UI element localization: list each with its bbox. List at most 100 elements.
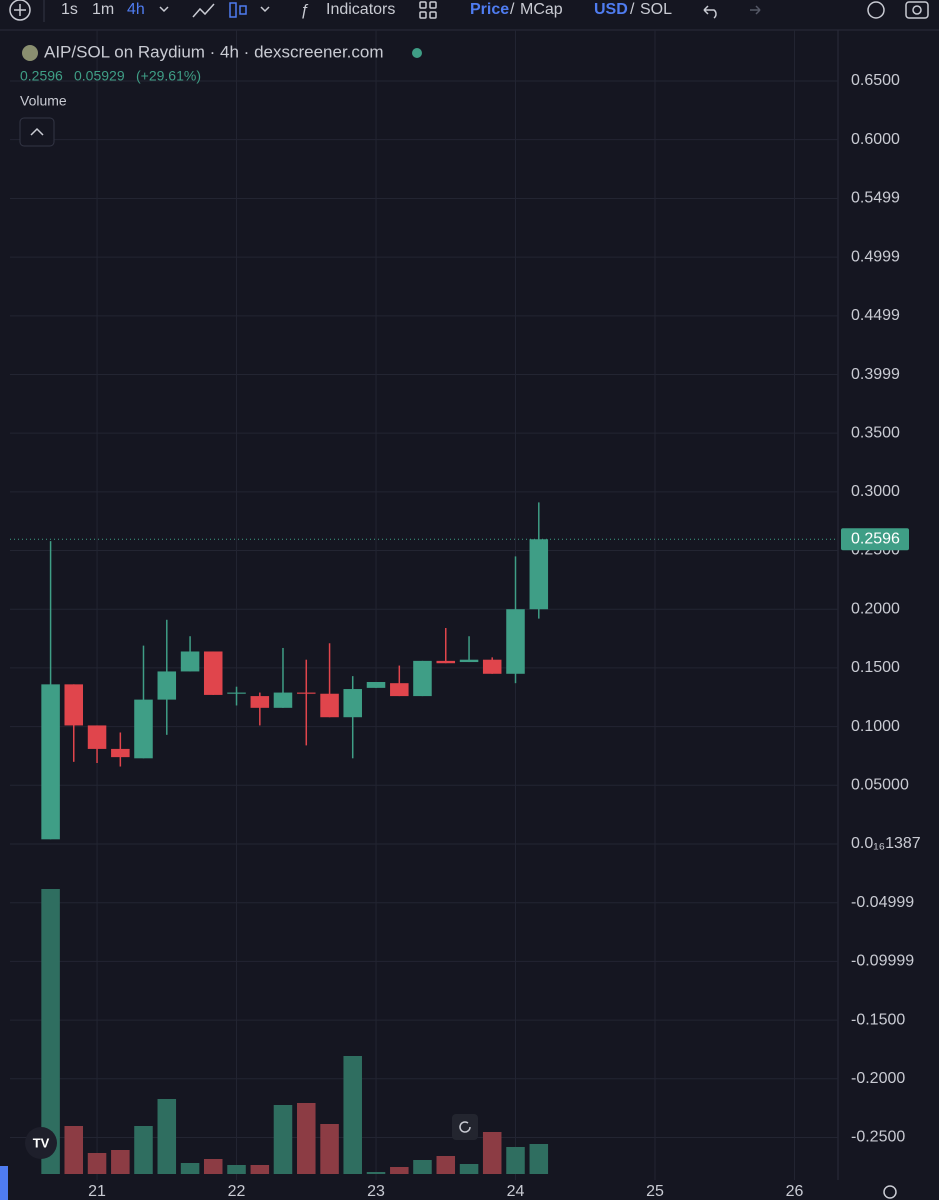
last-price: 0.2596 [20, 68, 63, 84]
interval[interactable]: 1s [61, 1, 78, 18]
side-tab[interactable] [0, 1166, 8, 1200]
price-toggle[interactable]: Price [470, 1, 509, 18]
reset-button[interactable] [452, 1114, 478, 1140]
candle-body [366, 682, 386, 688]
dropdown[interactable] [260, 6, 270, 13]
mcap-toggle[interactable]: MCap [520, 1, 563, 18]
candle-body [273, 692, 293, 708]
volume-bar [111, 1150, 130, 1174]
tradingview-mark: TV [33, 1135, 50, 1150]
y-tick-label: -0.09999 [851, 953, 914, 970]
change: 0.05929 [74, 68, 125, 84]
plot: 0.6500 0.6000 0.5499 0.4999 0.4499 0.3999 0.35… [10, 30, 921, 1200]
volume-bar [134, 1126, 153, 1174]
separator-text: / [630, 1, 635, 18]
screenshot-button[interactable] [905, 1, 929, 19]
volume-bar [157, 1099, 177, 1174]
y-tick-label: 0.3999 [851, 366, 900, 383]
volume-bar [297, 1103, 316, 1174]
candle-body [320, 693, 339, 718]
dropdown[interactable] [159, 6, 169, 13]
candle-body [459, 659, 479, 663]
undo-button[interactable] [703, 5, 717, 19]
y-tick-label: 0.6500 [851, 72, 900, 89]
volume-bar [390, 1167, 409, 1174]
candle-button[interactable] [229, 2, 237, 18]
x-tick-label: 23 [367, 1183, 385, 1200]
volume-bar [413, 1160, 432, 1174]
volume-bar [180, 1163, 200, 1174]
candle-icon [239, 5, 247, 15]
candle-body [436, 660, 456, 664]
tradingview-logo[interactable] [25, 1127, 57, 1159]
y-tick-label: -0.2500 [851, 1129, 905, 1146]
y-tick-label: 0.0₁₆1387 [851, 835, 921, 852]
candle-body [111, 748, 130, 758]
y-tick-label: -0.1500 [851, 1011, 905, 1028]
token-icon [22, 45, 38, 61]
volume-bar [366, 1172, 386, 1174]
y-tick-label: 0.6000 [851, 131, 900, 148]
volume-bar [343, 1056, 362, 1174]
templates-button[interactable] [419, 1, 437, 19]
add-icon [14, 4, 26, 16]
candle-body [297, 692, 316, 694]
volume-bar [320, 1124, 339, 1174]
volume-bar [273, 1105, 293, 1174]
candle-body [180, 651, 200, 672]
y-tick-label: 0.4499 [851, 307, 900, 324]
camera-lens [912, 5, 922, 15]
volume-bar [529, 1144, 549, 1174]
reset-icon [459, 1121, 471, 1133]
interval[interactable]: 1m [92, 1, 114, 18]
status-dot [412, 48, 422, 58]
y-tick-label: -0.04999 [851, 894, 914, 911]
axis-settings[interactable] [883, 1185, 897, 1199]
candle-body [41, 684, 60, 840]
y-tick-label: 0.2000 [851, 600, 900, 617]
volume-bar [64, 1126, 84, 1174]
x-tick-label: 24 [507, 1183, 525, 1200]
interval[interactable]: 4h [127, 1, 145, 18]
candle-body [413, 660, 432, 697]
last-price-label: 0.2596 [851, 530, 900, 547]
line-chart-button[interactable] [192, 3, 215, 18]
candle-body [227, 692, 246, 694]
last-price-box [841, 528, 909, 551]
sol-toggle[interactable]: SOL [640, 1, 672, 18]
volume-bar [227, 1165, 246, 1174]
candle-body [390, 683, 409, 697]
x-tick-label: 21 [88, 1183, 106, 1200]
chart-title: AIP/SOL on Raydium · 4h · dexscreener.co… [44, 42, 384, 61]
usd-toggle[interactable]: USD [594, 1, 628, 18]
volume-bar [203, 1159, 223, 1174]
y-tick-label: 0.5499 [851, 190, 900, 207]
y-tick-label: 0.3000 [851, 483, 900, 500]
fx-icon: ƒ [300, 2, 309, 19]
y-tick-label: 0.3500 [851, 424, 900, 441]
volume-bar [482, 1132, 502, 1174]
separator-text: / [510, 1, 515, 18]
candle-body [87, 725, 107, 749]
redo-button[interactable] [750, 5, 761, 15]
candle-body [343, 689, 362, 718]
volume-bar [250, 1165, 270, 1174]
settings-button[interactable] [867, 1, 885, 19]
volume-label: Volume [20, 93, 67, 109]
indicators-button[interactable]: Indicators [326, 1, 395, 18]
collapse-button[interactable] [19, 117, 55, 147]
volume-bar [41, 889, 60, 1174]
candle-body [529, 539, 549, 610]
toolbar: 1s 1m 4h ƒ Indicators Price / MCap USD /… [0, 0, 939, 31]
y-tick-label: 0.4999 [851, 248, 900, 265]
add-button[interactable] [9, 0, 31, 21]
candle-body [250, 696, 270, 708]
candle-body [482, 659, 502, 674]
y-tick-label: 0.05000 [851, 777, 909, 794]
candle-body [134, 699, 153, 759]
candle-body [506, 609, 525, 674]
collapse-icon [30, 127, 44, 136]
